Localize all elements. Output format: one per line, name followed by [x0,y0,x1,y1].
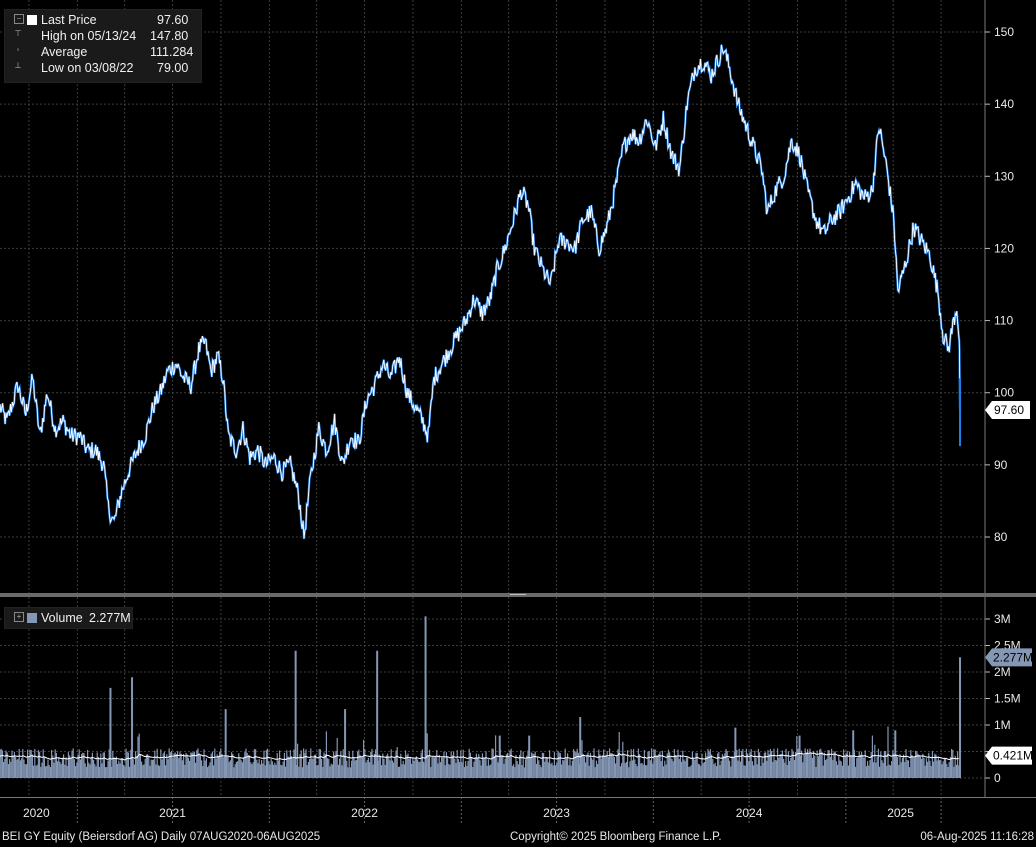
legend-volume-value: 2.277M [89,611,131,625]
x-axis: 2020 2021 2022 2023 2024 2025 [0,797,1036,825]
last-price-badge [985,401,1030,420]
volume-y-tick-label: 2M [994,665,1011,679]
x-tick-label: 2021 [159,806,186,820]
legend-volume: + Volume 2.277M [5,610,132,626]
low-marker-icon: ⊥ [14,61,22,70]
average-marker-icon: ◦ [16,45,20,54]
legend-volume-label: Volume [41,611,83,625]
legend-last-price: − Last Price 97.60 [5,12,201,28]
price-y-tick-label: 80 [994,530,1008,544]
legend-low-value: 79.00 [157,61,189,75]
volume-y-tick-label: 0 [994,771,1001,785]
price-y-tick-label: 120 [994,241,1014,255]
panel-divider[interactable] [0,593,1036,597]
volume-y-tick-label: 3M [994,612,1011,626]
divider-handle[interactable] [510,594,526,595]
legend-average: ◦ Average 111.284 [5,44,201,60]
high-marker-icon: ⊤ [14,29,22,38]
legend-last-price-value: 97.60 [157,13,189,27]
price-y-tick-label: 130 [994,169,1014,183]
footer-timestamp: 06-Aug-2025 11:16:28 [920,831,1034,843]
footer: BEI GY Equity (Beiersdorf AG) Daily 07AU… [0,829,1036,847]
x-tick-label: 2024 [736,806,763,820]
price-y-tick-label: 90 [994,458,1008,472]
collapse-icon[interactable]: + [14,612,24,622]
legend-average-value: 111.284 [150,45,194,59]
volume-average-line [0,752,959,761]
volume-y-tick-label: 1M [994,718,1011,732]
volume-swatch [27,613,37,623]
price-y-tick-label: 150 [994,25,1014,39]
legend-low-label: Low on 03/08/22 [41,61,134,75]
collapse-icon[interactable]: − [14,14,24,24]
footer-security: BEI GY Equity (Beiersdorf AG) Daily 07AU… [2,831,321,843]
legend-high-label: High on 05/13/24 [41,29,137,43]
legend-high: ⊤ High on 05/13/24 147.80 [5,28,201,44]
series-swatch [27,15,37,25]
legend-low: ⊥ Low on 03/08/22 79.00 [5,60,201,76]
volume-y-tick-label: 1.5M [994,692,1021,706]
x-tick-label: 2020 [23,806,50,820]
legend-high-value: 147.80 [150,29,189,43]
footer-copyright: Copyright© 2025 Bloomberg Finance L.P. [510,831,722,843]
last-volume-badge-label: 2.277M [993,650,1033,664]
legend-last-price-label: Last Price [41,13,97,27]
x-tick-label: 2025 [887,806,914,820]
volume-legend: + Volume 2.277M [4,607,133,629]
price-y-tick-label: 140 [994,97,1014,111]
last-price-badge-label: 97.60 [994,403,1024,417]
price-y-tick-label: 110 [994,314,1013,328]
x-tick-label: 2023 [543,806,570,820]
legend-average-label: Average [41,45,88,59]
average-volume-badge [985,746,1032,765]
price-y-tick-label: 100 [994,386,1014,400]
price-chart: 80 90 100 110 120 130 140 150 97.60 [0,0,1030,593]
price-legend: − Last Price 97.60 ⊤ High on 05/13/24 14… [4,9,202,83]
x-tick-label: 2022 [351,806,378,820]
price-series-line [0,44,961,539]
last-volume-badge [985,648,1032,667]
average-volume-badge-label: 0.421M [993,749,1033,763]
